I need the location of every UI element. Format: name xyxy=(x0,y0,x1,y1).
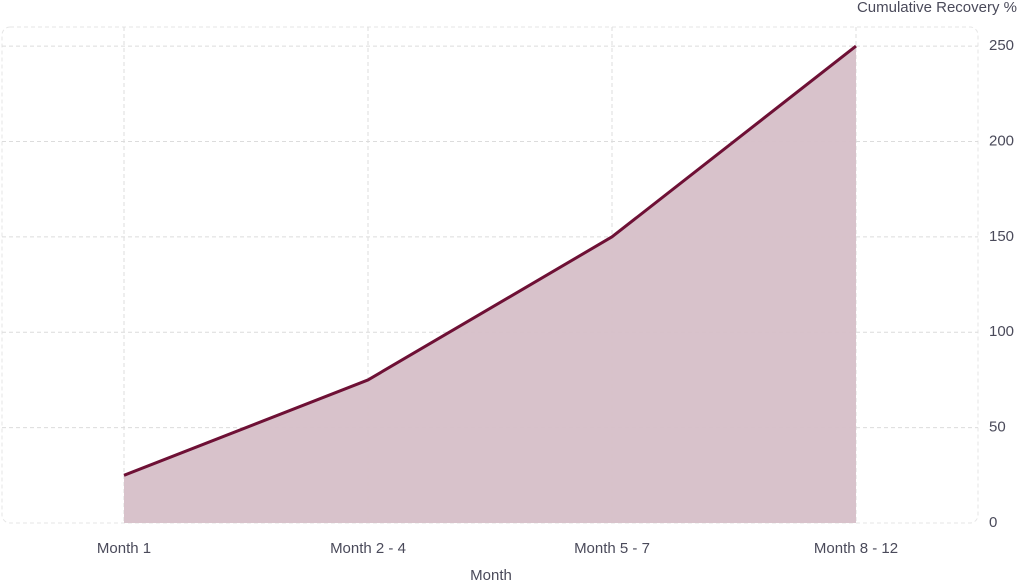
line xyxy=(123,44,857,477)
area xyxy=(124,46,856,523)
x-tick-label: Month 1 xyxy=(97,540,151,557)
x-tick-label: Month 5 - 7 xyxy=(574,540,650,557)
y-tick-label: 100 xyxy=(989,323,1014,340)
x-tick-label: Month 2 - 4 xyxy=(330,540,406,557)
x-tick-label: Month 8 - 12 xyxy=(814,540,898,557)
y-tick-label: 250 xyxy=(989,37,1014,54)
y-tick-label: 150 xyxy=(989,228,1014,245)
y-tick-label: 200 xyxy=(989,132,1014,149)
y-tick-label: 50 xyxy=(989,419,1006,436)
plot-frame xyxy=(1,26,979,524)
y-tick-label: 0 xyxy=(989,514,997,531)
y-axis-title: Cumulative Recovery % xyxy=(857,0,1017,16)
x-axis-title: Month xyxy=(470,567,512,583)
